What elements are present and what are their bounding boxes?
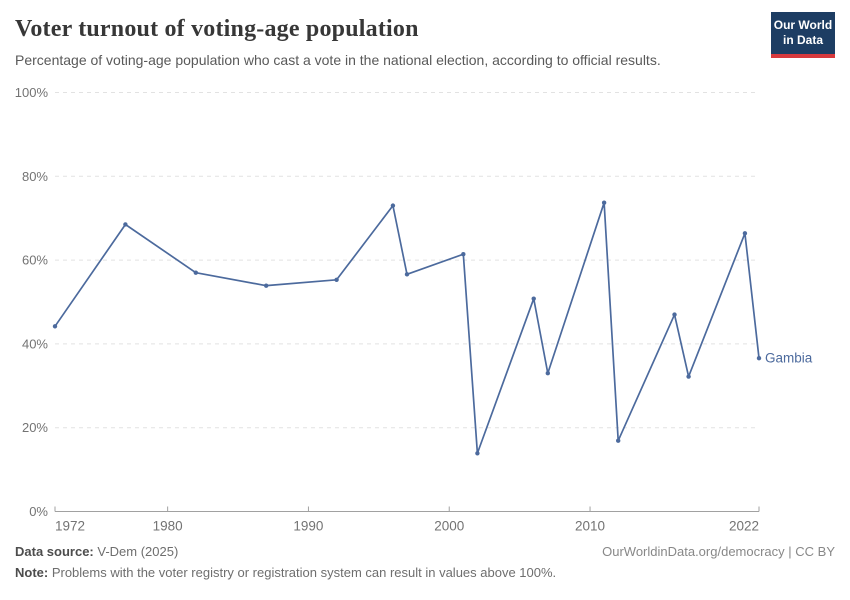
series-label: Gambia xyxy=(765,351,813,366)
data-point[interactable] xyxy=(545,371,550,376)
page-subtitle: Percentage of voting-age population who … xyxy=(15,52,661,68)
y-tick-label: 40% xyxy=(22,336,48,351)
y-tick-label: 20% xyxy=(22,420,48,435)
y-tick-label: 80% xyxy=(22,169,48,184)
data-point[interactable] xyxy=(123,222,128,227)
note-label: Note: xyxy=(15,565,49,580)
data-point[interactable] xyxy=(334,277,339,282)
y-tick-label: 0% xyxy=(29,504,48,519)
series-line xyxy=(54,201,760,455)
attribution-text: OurWorldinData.org/democracy | CC BY xyxy=(602,544,835,559)
y-tick-label: 100% xyxy=(15,85,49,100)
data-source-text: V-Dem (2025) xyxy=(93,544,179,559)
data-point[interactable] xyxy=(461,252,466,257)
x-tick-label: 2010 xyxy=(575,519,605,534)
data-point[interactable] xyxy=(756,355,762,361)
data-point[interactable] xyxy=(264,283,269,288)
data-point[interactable] xyxy=(390,203,396,208)
y-tick-label: 60% xyxy=(22,253,48,268)
x-tick-label: 1972 xyxy=(55,519,85,534)
x-tick-label: 1980 xyxy=(153,519,183,534)
data-point[interactable] xyxy=(193,270,198,275)
chart-footer: Data source: V-Dem (2025) OurWorldinData… xyxy=(15,544,835,580)
data-point[interactable] xyxy=(475,451,480,456)
note-text: Problems with the voter registry or regi… xyxy=(48,565,557,580)
line-chart[interactable]: 0% 20% 40% 60% 80% 100% 1972 1980 1990 2000 2010 20… xyxy=(0,78,850,540)
data-point[interactable] xyxy=(404,272,410,277)
x-tick-label: 2000 xyxy=(434,519,464,534)
data-source-line: Data source: V-Dem (2025) xyxy=(15,544,178,559)
data-point[interactable] xyxy=(531,296,536,301)
data-point[interactable] xyxy=(616,438,621,443)
data-point[interactable] xyxy=(601,200,607,205)
owid-logo-line2: in Data xyxy=(782,33,823,47)
data-source-label: Data source: xyxy=(15,544,94,559)
owid-logo[interactable]: Our World in Data xyxy=(771,12,835,58)
owid-logo-line1: Our World xyxy=(773,18,833,32)
x-tick-label: 2022 xyxy=(729,519,759,534)
data-point[interactable] xyxy=(742,231,748,236)
data-point[interactable] xyxy=(52,324,58,329)
data-point[interactable] xyxy=(686,374,691,379)
x-tick-label: 1990 xyxy=(293,519,323,534)
note-line: Note: Problems with the voter registry o… xyxy=(15,565,556,580)
page-title: Voter turnout of voting-age population xyxy=(15,16,419,42)
data-point[interactable] xyxy=(672,312,677,317)
